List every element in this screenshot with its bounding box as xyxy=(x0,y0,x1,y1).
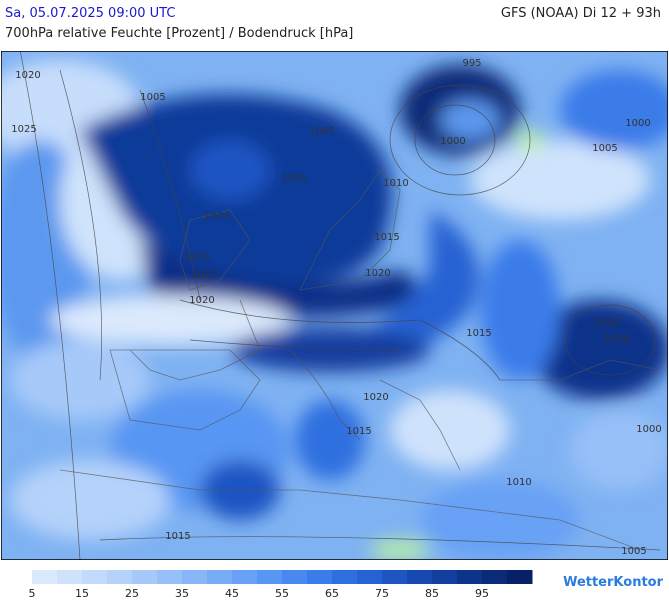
legend-swatch xyxy=(257,570,283,584)
brand: WetterKontor xyxy=(563,575,663,590)
isobar-label: 1020 xyxy=(189,295,214,306)
legend-label: 5 xyxy=(29,587,36,600)
legend-swatch xyxy=(107,570,133,584)
legend-swatch xyxy=(82,570,108,584)
isobar-label: 1015 xyxy=(165,531,190,542)
isobar-label: 1005 xyxy=(204,211,229,222)
legend-label: 85 xyxy=(425,587,439,600)
isobar-label: 1010 xyxy=(604,334,629,345)
isobar-label: 1015 xyxy=(466,328,491,339)
isobar-label: 1000 xyxy=(625,118,650,129)
isobar-label: 1020 xyxy=(15,70,40,81)
isobar-label: 1010 xyxy=(184,252,209,263)
isobar-label: 1005 xyxy=(309,126,334,137)
legend-swatch xyxy=(407,570,433,584)
legend-label: 95 xyxy=(475,587,489,600)
legend-label: 15 xyxy=(75,587,89,600)
isobar-label: 1020 xyxy=(363,392,388,403)
legend-swatch xyxy=(282,570,308,584)
isobar-label: 1015 xyxy=(346,426,371,437)
model-run: GFS (NOAA) Di 12 + 93h xyxy=(500,6,661,21)
coastlines xyxy=(59,169,661,551)
legend-swatch xyxy=(157,570,183,584)
legend-swatch xyxy=(32,570,58,584)
isobar-label: 1000 xyxy=(636,424,661,435)
isobar-label: 1005 xyxy=(621,546,646,557)
isobar-label: 1000 xyxy=(440,136,465,147)
legend-swatch xyxy=(232,570,258,584)
legend-swatch xyxy=(507,570,533,584)
legend-swatch xyxy=(482,570,508,584)
legend-label: 35 xyxy=(175,587,189,600)
isobar-label: 995 xyxy=(462,58,481,69)
humidity-field xyxy=(1,51,668,560)
legend-label: 65 xyxy=(325,587,339,600)
isobar-label: 1020 xyxy=(365,268,390,279)
legend-swatch xyxy=(307,570,333,584)
legend-label: 45 xyxy=(225,587,239,600)
isobar-label: 1015 xyxy=(594,318,619,329)
legend-label: 55 xyxy=(275,587,289,600)
legend-label: 75 xyxy=(375,587,389,600)
isobar-label: 1015 xyxy=(191,270,216,281)
legend-swatch xyxy=(182,570,208,584)
legend-swatch xyxy=(457,570,483,584)
isobar-label: 1010 xyxy=(506,477,531,488)
isobar-label: 1025 xyxy=(11,124,36,135)
subtitle: 700hPa relative Feuchte [Prozent] / Bode… xyxy=(5,26,354,41)
map: 1020 995 1005 1025 1005 1000 1000 1005 1000 1010 1… xyxy=(1,51,668,560)
isobar-label: 1000 xyxy=(280,173,305,184)
isobars xyxy=(19,51,661,560)
legend-label: 25 xyxy=(125,587,139,600)
legend: 5 15 25 35 45 55 65 75 85 95 xyxy=(29,570,533,600)
legend-swatch xyxy=(57,570,83,584)
legend-swatch xyxy=(432,570,458,584)
isobar-label: 1005 xyxy=(140,92,165,103)
legend-swatch xyxy=(132,570,158,584)
datetime: Sa, 05.07.2025 09:00 UTC xyxy=(5,6,176,21)
legend-swatch xyxy=(382,570,408,584)
legend-swatch xyxy=(332,570,358,584)
legend-swatch xyxy=(357,570,383,584)
legend-swatch xyxy=(207,570,233,584)
isobar-label: 1015 xyxy=(374,232,399,243)
isobar-label: 1010 xyxy=(383,178,408,189)
isobar-label: 1005 xyxy=(592,143,617,154)
